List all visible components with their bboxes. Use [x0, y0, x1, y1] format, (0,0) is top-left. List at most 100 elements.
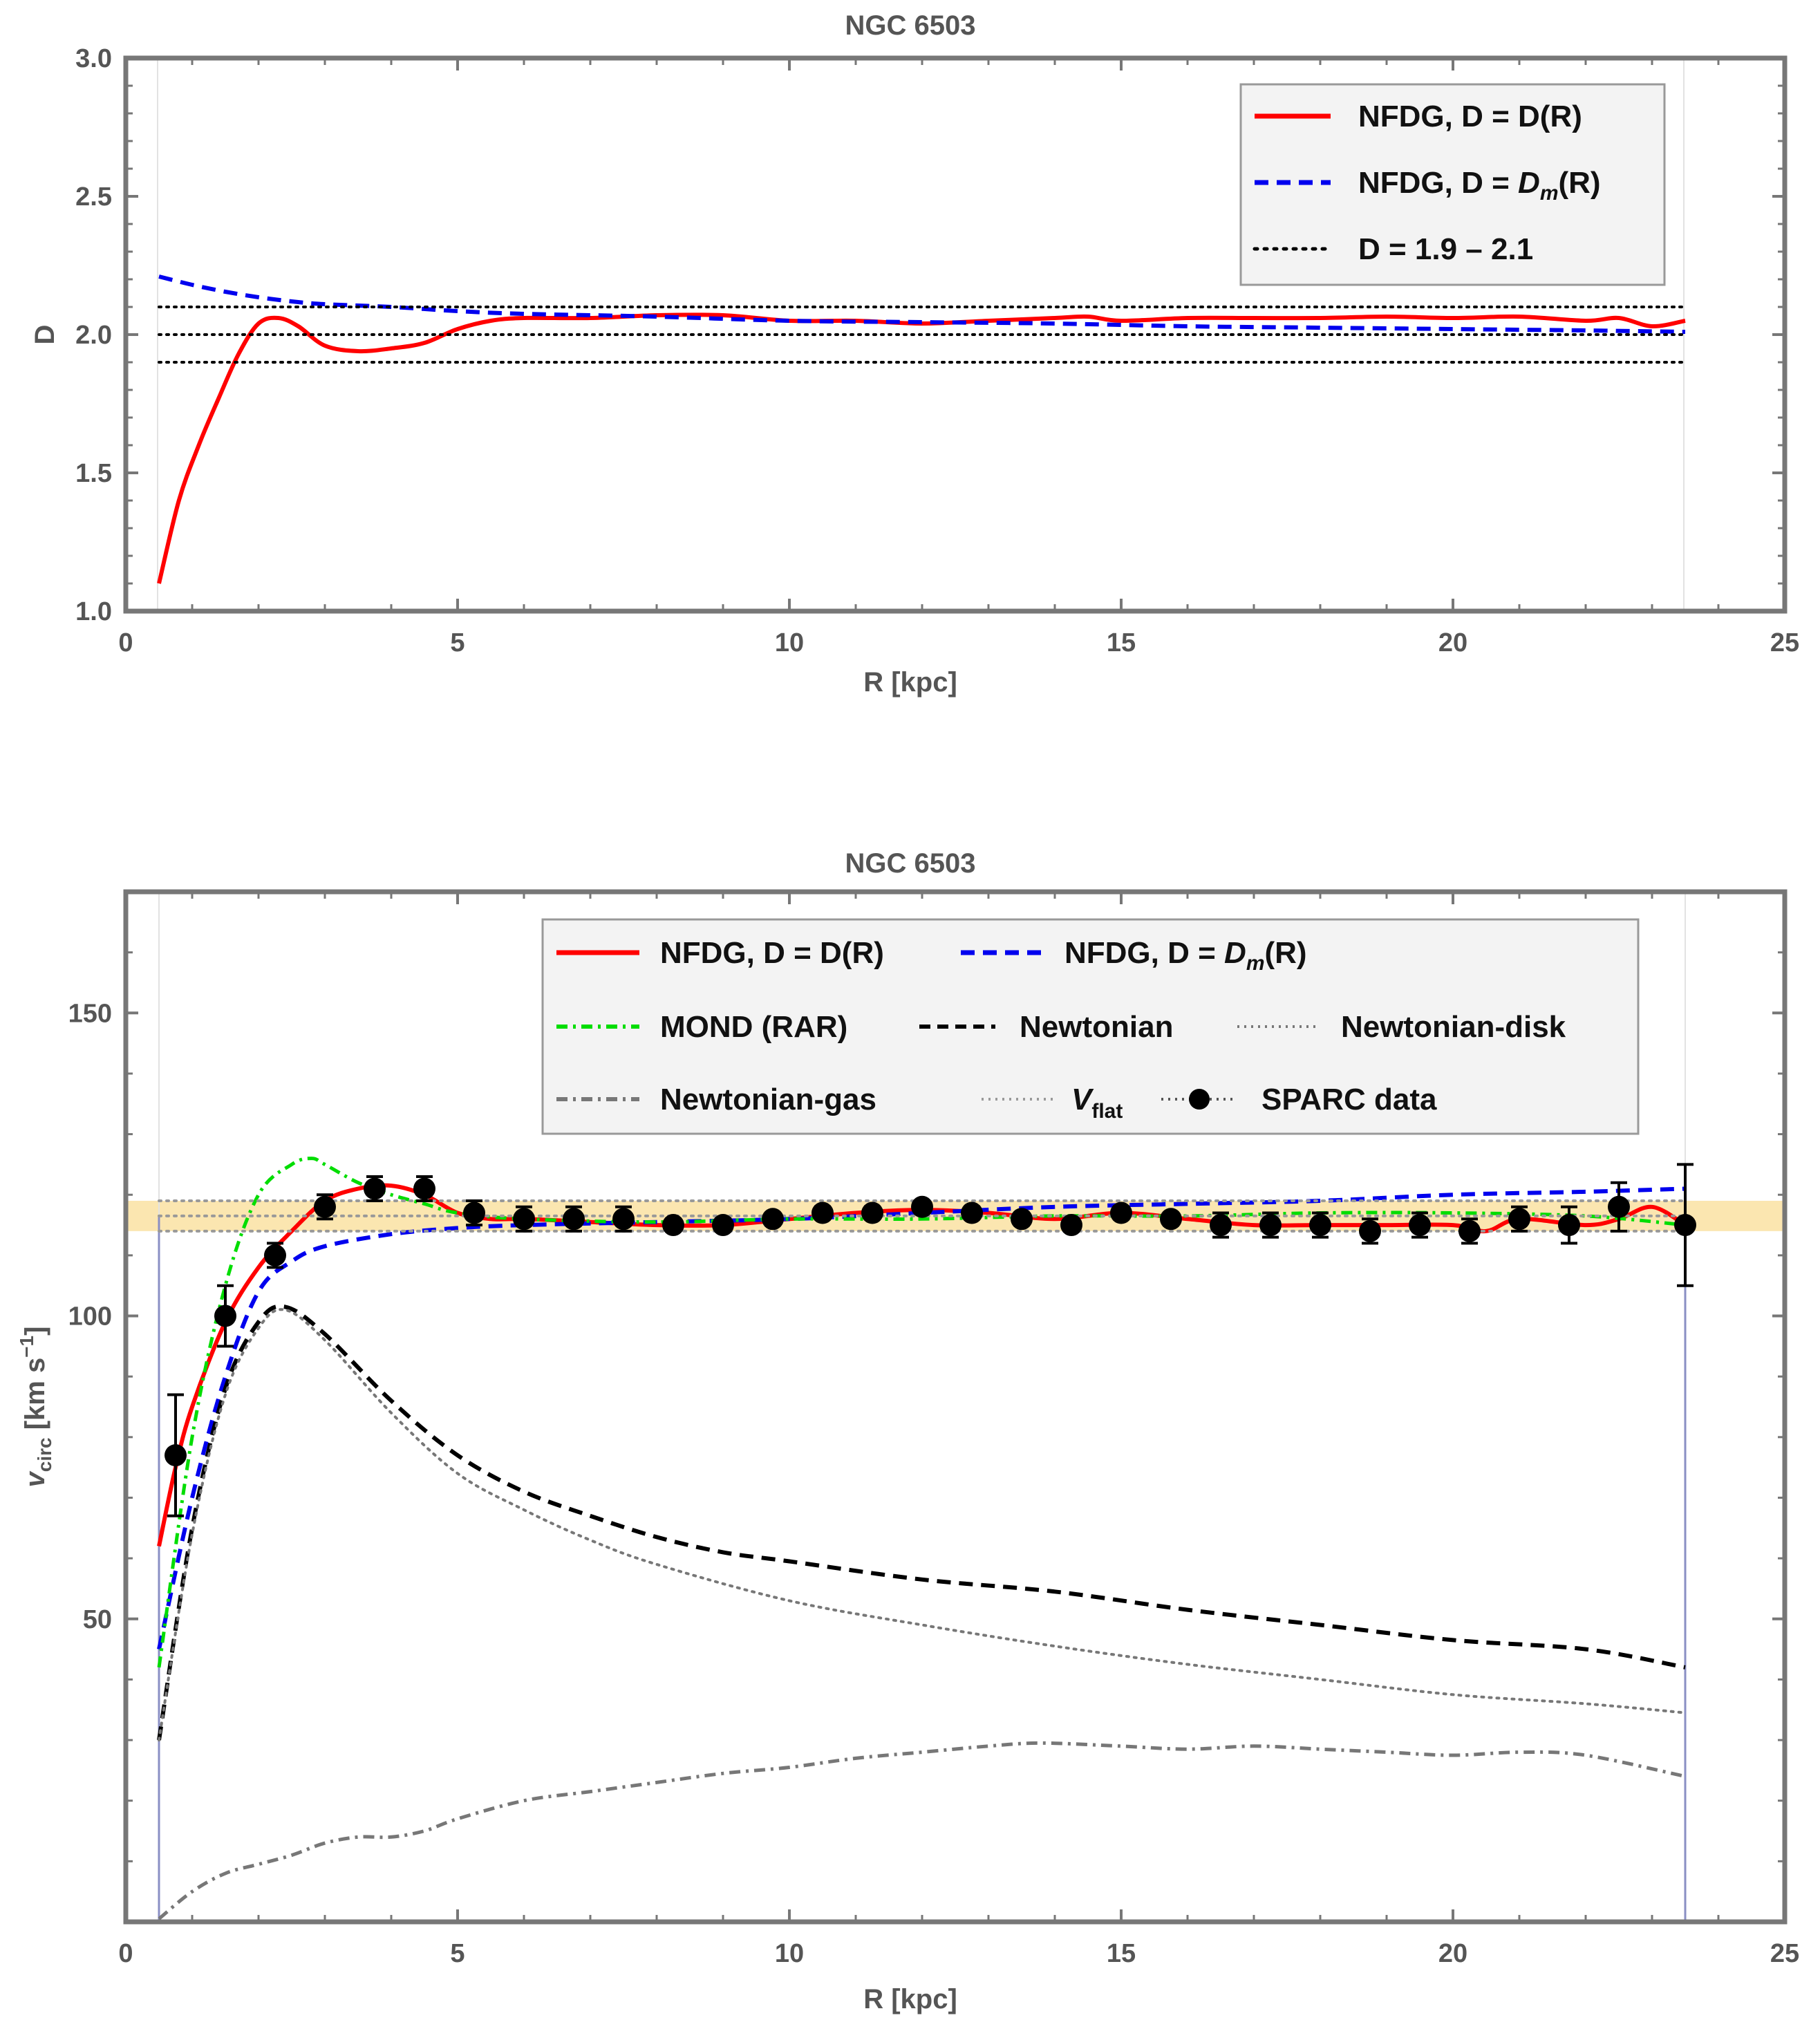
chart2-legend-label-newtonian-gas: Newtonian-gas — [660, 1083, 876, 1116]
chart1-series-group — [157, 274, 1687, 584]
chart2-sparc-point — [812, 1201, 834, 1224]
chart1-xtick-label: 10 — [775, 628, 804, 657]
chart1-series-nfdg-d-d-r-line — [157, 312, 1686, 584]
chart2-legend-label-newtonian-disk: Newtonian-disk — [1341, 1010, 1566, 1044]
chart2-series-group — [157, 1157, 1696, 1920]
chart2-sparc-point — [1060, 1214, 1082, 1237]
chart2-y-label-sub: circ — [34, 1437, 55, 1472]
chart1-x-ticks: 0 5 10 15 20 25 — [118, 58, 1799, 657]
chart2-sparc-point — [1359, 1219, 1381, 1242]
chart2-sparc-point — [1210, 1214, 1232, 1237]
chart2-legend-dm-italic: D — [1224, 936, 1246, 970]
chart1-legend-label-band: D = 1.9 – 2.1 — [1358, 232, 1533, 266]
chart1-ytick-label: 3.0 — [75, 44, 112, 73]
chart2-sparc-point — [662, 1214, 684, 1237]
chart2-sparc-point — [861, 1201, 883, 1224]
chart2-xtick-label: 10 — [775, 1939, 804, 1968]
chart2-frame — [123, 889, 1788, 1925]
chart2-ytick-label: 150 — [68, 999, 112, 1028]
chart2-sparc-point — [911, 1195, 933, 1218]
chart2-series-newtonian-line — [157, 1304, 1686, 1741]
chart1-xtick-label: 5 — [450, 628, 465, 657]
chart2-series-nfdg-d-d-m-r-line — [157, 1186, 1686, 1650]
chart2-sparc-point — [214, 1305, 236, 1327]
chart2-sparc-point — [1558, 1214, 1580, 1237]
chart2-sparc-point — [1608, 1195, 1630, 1218]
chart1-title: NGC 6503 — [845, 10, 976, 41]
chart2-sparc-point — [413, 1177, 435, 1200]
chart2-legend-dm-suffix: (R) — [1265, 936, 1307, 970]
chart1-ytick-label: 1.0 — [75, 597, 112, 626]
chart2-sparc-point — [563, 1208, 585, 1231]
chart2-legend-label-nfdg-dm: NFDG, D = Dm(R) — [1064, 936, 1307, 975]
chart2-legend-vflat-v: V — [1071, 1083, 1094, 1116]
chart2-legend-vflat-sub: flat — [1091, 1100, 1123, 1123]
chart2-sparc-point — [1309, 1214, 1331, 1237]
chart1-y-ticks: 1.0 1.5 2.0 2.5 3.0 — [75, 44, 1785, 626]
chart2-ytick-label: 100 — [68, 1302, 112, 1331]
chart2-sparc-point — [165, 1444, 187, 1467]
chart2-sparc-point — [513, 1208, 535, 1231]
chart2-xtick-label: 0 — [118, 1939, 133, 1968]
chart2-sparc-point — [364, 1177, 386, 1200]
chart2-title: NGC 6503 — [845, 848, 976, 879]
rotation-curve-chart: NGC 6503 0 5 10 15 20 25 50 100 150 R [kpc] vci… — [16, 848, 1799, 2014]
chart2-sparc-point — [314, 1195, 336, 1218]
chart2-sparc-point — [612, 1208, 635, 1231]
chart2-y-label-units: [km s — [20, 1358, 50, 1438]
chart2-sparc-point — [712, 1214, 734, 1237]
chart2-y-label-sup: −1 — [16, 1336, 37, 1358]
chart2-sparc-point — [1458, 1219, 1481, 1242]
chart2-series-newtonian-disk-line — [158, 1308, 1687, 1742]
chart2-sparc-point — [463, 1201, 485, 1224]
chart2-xtick-label: 5 — [450, 1939, 465, 1968]
chart2-sparc-point — [1110, 1201, 1132, 1224]
chart2-ytick-label: 50 — [83, 1605, 112, 1634]
chart2-xtick-label: 20 — [1438, 1939, 1467, 1968]
chart1-xtick-label: 20 — [1438, 628, 1467, 657]
chart2-y-label-end: ] — [20, 1327, 50, 1336]
chart2-legend-swatch-sparc-marker — [1189, 1089, 1210, 1110]
chart2-sparc-point — [1011, 1208, 1033, 1231]
chart1-xtick-label: 15 — [1107, 628, 1136, 657]
chart2-x-ticks: 0 5 10 15 20 25 — [118, 892, 1799, 1968]
chart2-sparc-point — [1409, 1214, 1431, 1237]
chart2-legend-label-nfdg-d: NFDG, D = D(R) — [660, 936, 884, 970]
chart1-legend-dm-prefix: NFDG, D = — [1358, 166, 1518, 200]
chart1-legend: NFDG, D = D(R) NFDG, D = Dm(R) D = 1.9 –… — [1239, 83, 1666, 286]
chart2-legend: NFDG, D = D(R) NFDG, D = Dm(R) MOND (RAR… — [541, 918, 1640, 1135]
chart2-xtick-label: 25 — [1770, 1939, 1799, 1968]
chart2-legend-label-vflat: Vflat — [1071, 1083, 1123, 1123]
chart1-ytick-label: 2.0 — [75, 321, 112, 350]
chart2-series-newtonian-gas-line — [158, 1741, 1686, 1920]
chart1-ytick-label: 1.5 — [75, 459, 112, 488]
chart2-sparc-point — [1508, 1208, 1530, 1231]
chart1-xtick-label: 0 — [118, 628, 133, 657]
chart2-legend-label-newtonian: Newtonian — [1020, 1010, 1173, 1044]
chart1-xtick-label: 25 — [1770, 628, 1799, 657]
chart2-sparc-point — [264, 1244, 286, 1266]
chart2-legend-dm-sub: m — [1246, 952, 1265, 975]
chart1-ytick-label: 2.5 — [75, 183, 112, 212]
d-profile-chart: NGC 6503 0 5 10 15 20 25 1.0 1.5 2.0 2.5 3.0 R [k… — [30, 10, 1799, 698]
chart1-legend-dm-italic: D — [1518, 166, 1540, 200]
chart1-legend-dm-sub: m — [1540, 182, 1559, 205]
chart2-legend-box — [541, 918, 1640, 1135]
chart1-legend-dm-suffix: (R) — [1559, 166, 1601, 200]
chart2-x-label: R [kpc] — [863, 1984, 957, 2014]
chart1-legend-label-nfdg-d: NFDG, D = D(R) — [1358, 100, 1582, 133]
chart2-y-label: vcirc [km s−1] — [16, 1327, 55, 1488]
chart1-x-label: R [kpc] — [863, 667, 957, 698]
chart1-y-label: D — [30, 325, 60, 345]
chart2-sparc-point — [1674, 1214, 1696, 1237]
chart1-series-nfdg-d-d-m-r-line — [158, 274, 1686, 334]
chart2-legend-label-sparc: SPARC data — [1261, 1083, 1437, 1116]
chart2-y-label-v: v — [20, 1470, 50, 1487]
chart2-y-ticks: 50 100 150 — [68, 951, 1785, 1862]
chart2-sparc-point — [1160, 1208, 1182, 1231]
chart1-legend-label-nfdg-dm: NFDG, D = Dm(R) — [1358, 166, 1601, 205]
chart2-legend-dm-prefix: NFDG, D = — [1064, 936, 1224, 970]
chart2-sparc-point — [762, 1208, 784, 1231]
chart2-sparc-point — [1259, 1214, 1282, 1237]
